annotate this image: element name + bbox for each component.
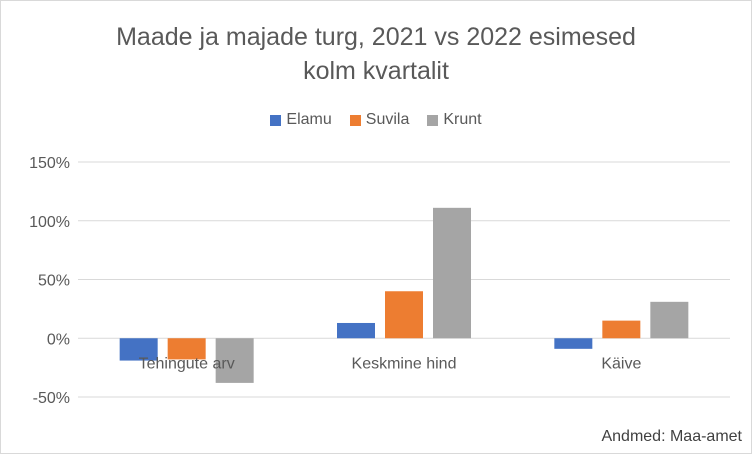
bar-elamu (119, 338, 158, 361)
y-tick-label: 50% (38, 273, 70, 290)
y-tick-label: 150% (29, 155, 70, 172)
bar-krunt (433, 207, 471, 339)
chart-title-line-2: kolm kvartalit (303, 57, 449, 85)
bar-elamu (337, 322, 375, 339)
bar-suvila (385, 291, 423, 339)
legend: Elamu Suvila Krunt (0, 111, 752, 129)
bar-krunt (650, 301, 689, 339)
chart-title-line-1: Maade ja majade turg, 2021 vs 2022 esime… (116, 23, 636, 51)
legend-swatch-krunt (427, 114, 439, 126)
legend-item-krunt: Krunt (427, 111, 482, 129)
x-tick-label: Keskmine hind (352, 355, 457, 372)
bar-krunt (215, 338, 254, 383)
bar-elamu (554, 338, 593, 349)
chart-title: Maade ja majade turg, 2021 vs 2022 esime… (0, 20, 752, 88)
x-tick-label: Tehingute arv (139, 355, 235, 372)
x-tick-label: Käive (601, 355, 641, 372)
bar-suvila (602, 320, 641, 339)
y-tick-label: -50% (33, 390, 70, 407)
legend-item-elamu: Elamu (270, 111, 332, 129)
legend-label-suvila: Suvila (365, 111, 410, 128)
legend-swatch-suvila (349, 114, 361, 126)
source-note: Andmed: Maa-amet (601, 428, 742, 445)
legend-label-elamu: Elamu (286, 111, 332, 128)
legend-item-suvila: Suvila (349, 111, 410, 129)
legend-label-krunt: Krunt (443, 111, 482, 128)
y-tick-label: 100% (29, 214, 70, 231)
bar-suvila (167, 338, 206, 360)
y-tick-label: 0% (47, 331, 70, 348)
legend-swatch-elamu (270, 114, 282, 126)
